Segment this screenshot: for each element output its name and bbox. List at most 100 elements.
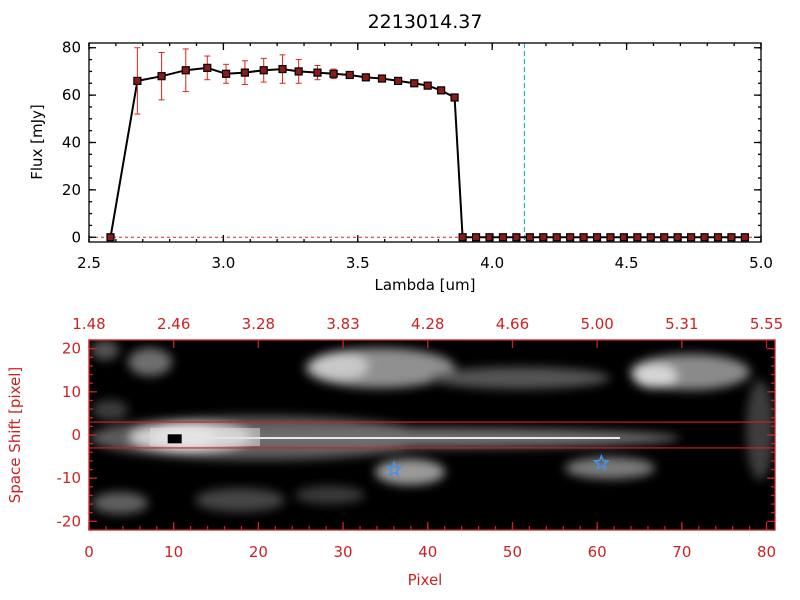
data-point xyxy=(687,233,696,242)
data-point xyxy=(181,66,190,75)
spectrum-panel: 2.5 3.0 3.5 4.0 4.5 5.0 0 20 40 60 80 Lambda [um]… xyxy=(28,39,773,294)
wavelength-tick-label: 4.66 xyxy=(496,315,529,333)
wavelength-tick-label: 5.55 xyxy=(750,315,783,333)
blob-star-2 xyxy=(565,457,655,479)
data-point xyxy=(579,233,588,242)
blob-top-right-core xyxy=(633,364,677,388)
x-tick-label: 0 xyxy=(84,543,94,561)
blob-top-left-2 xyxy=(128,348,172,376)
data-point xyxy=(313,68,322,77)
data-point xyxy=(294,67,303,76)
source-position-marker xyxy=(167,434,182,444)
data-point xyxy=(700,233,709,242)
blob-left-mid xyxy=(92,400,128,420)
x-tick-label: 5.0 xyxy=(749,254,773,272)
wavelength-tick-label: 5.00 xyxy=(580,315,613,333)
flux-series-line xyxy=(109,66,745,239)
data-point xyxy=(133,76,142,86)
y-tick-label: 20 xyxy=(62,181,81,199)
wavelength-tick-label: 4.28 xyxy=(411,315,444,333)
star-marker-icon xyxy=(592,453,611,471)
data-point xyxy=(361,73,370,82)
x-tick-label: 4.5 xyxy=(615,254,639,272)
wavelength-tick-label: 5.31 xyxy=(665,315,698,333)
data-point xyxy=(423,81,432,90)
y-tick-label: 20 xyxy=(62,340,81,358)
x-tick-label: 50 xyxy=(503,543,522,561)
x-tick-label: 4.0 xyxy=(480,254,504,272)
data-point xyxy=(458,233,467,242)
x-tick-label: 3.0 xyxy=(211,254,235,272)
x-tick-label: 70 xyxy=(672,543,691,561)
blob-top-left-1 xyxy=(91,340,119,360)
x-tick-label: 30 xyxy=(334,543,353,561)
x-tick-label: 2.5 xyxy=(77,254,101,272)
data-point xyxy=(240,68,250,77)
data-point xyxy=(157,72,166,81)
image-x-axis-label: Pixel xyxy=(408,571,443,589)
data-point xyxy=(660,233,669,242)
y-tick-label: -20 xyxy=(57,512,82,530)
image-y-axis-label: Space Shift [pixel] xyxy=(6,367,24,504)
y-tick-label: 0 xyxy=(71,426,81,444)
x-tick-label: 3.5 xyxy=(346,254,370,272)
x-tick-label: 40 xyxy=(418,543,437,561)
data-point xyxy=(394,76,403,86)
y-tick-label: 80 xyxy=(62,39,81,57)
spectrum-x-axis-label: Lambda [um] xyxy=(375,276,476,294)
data-point xyxy=(606,233,615,242)
data-point xyxy=(377,74,387,83)
blob-star-1 xyxy=(375,459,445,485)
trace-core-highlight xyxy=(150,428,260,446)
data-point xyxy=(485,233,494,242)
blob-bottom-left xyxy=(92,492,148,514)
chart-title: 2213014.37 xyxy=(368,11,483,33)
wavelength-tick-label: 2.46 xyxy=(157,315,190,333)
data-point xyxy=(525,233,534,242)
data-point xyxy=(345,70,354,80)
x-tick-label: 80 xyxy=(757,543,776,561)
y-tick-label: 60 xyxy=(62,86,81,104)
data-point xyxy=(727,233,736,242)
y-tick-label: 10 xyxy=(62,383,81,401)
wavelength-tick-label: 1.48 xyxy=(72,315,105,333)
spectral-image xyxy=(89,340,775,530)
data-point xyxy=(740,233,749,242)
data-point xyxy=(259,66,268,75)
data-point xyxy=(410,79,419,88)
data-point xyxy=(450,93,459,102)
blob-bottom-mid xyxy=(195,488,285,512)
data-point xyxy=(646,233,655,242)
y-tick-label: 40 xyxy=(62,134,81,152)
data-point xyxy=(633,233,642,242)
spectrum-y-axis-label: Flux [mJy] xyxy=(28,104,46,180)
data-point xyxy=(203,63,212,72)
y-tick-label: 0 xyxy=(71,228,81,246)
spectral-image-panel: 0 10 20 30 40 50 60 70 80 -20 -10 0 10 20 1.48 2.46 3.… xyxy=(6,315,783,589)
data-point xyxy=(512,233,521,242)
data-point xyxy=(673,233,682,242)
data-point xyxy=(619,233,629,242)
data-point xyxy=(566,233,575,242)
wavelength-tick-label: 3.28 xyxy=(242,315,275,333)
data-point xyxy=(437,86,446,95)
x-tick-label: 60 xyxy=(588,543,607,561)
y-tick-label: -10 xyxy=(57,469,82,487)
data-point xyxy=(713,233,723,242)
blob-top-center-core xyxy=(312,352,368,380)
star-marker-icon xyxy=(385,460,403,478)
data-point xyxy=(329,69,338,78)
blob-top-mid xyxy=(430,367,610,389)
data-point xyxy=(106,233,115,242)
data-point xyxy=(552,233,561,242)
blob-right-edge xyxy=(746,380,774,480)
data-point xyxy=(471,233,481,242)
data-point xyxy=(221,69,231,78)
x-tick-label: 20 xyxy=(249,543,268,561)
data-point xyxy=(592,233,602,242)
wavelength-tick-label: 3.83 xyxy=(326,315,359,333)
blob-bottom-center xyxy=(295,486,365,504)
data-point xyxy=(539,233,548,242)
data-point xyxy=(498,233,508,242)
